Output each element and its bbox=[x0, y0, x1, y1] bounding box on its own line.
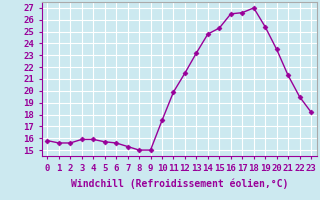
X-axis label: Windchill (Refroidissement éolien,°C): Windchill (Refroidissement éolien,°C) bbox=[70, 178, 288, 189]
